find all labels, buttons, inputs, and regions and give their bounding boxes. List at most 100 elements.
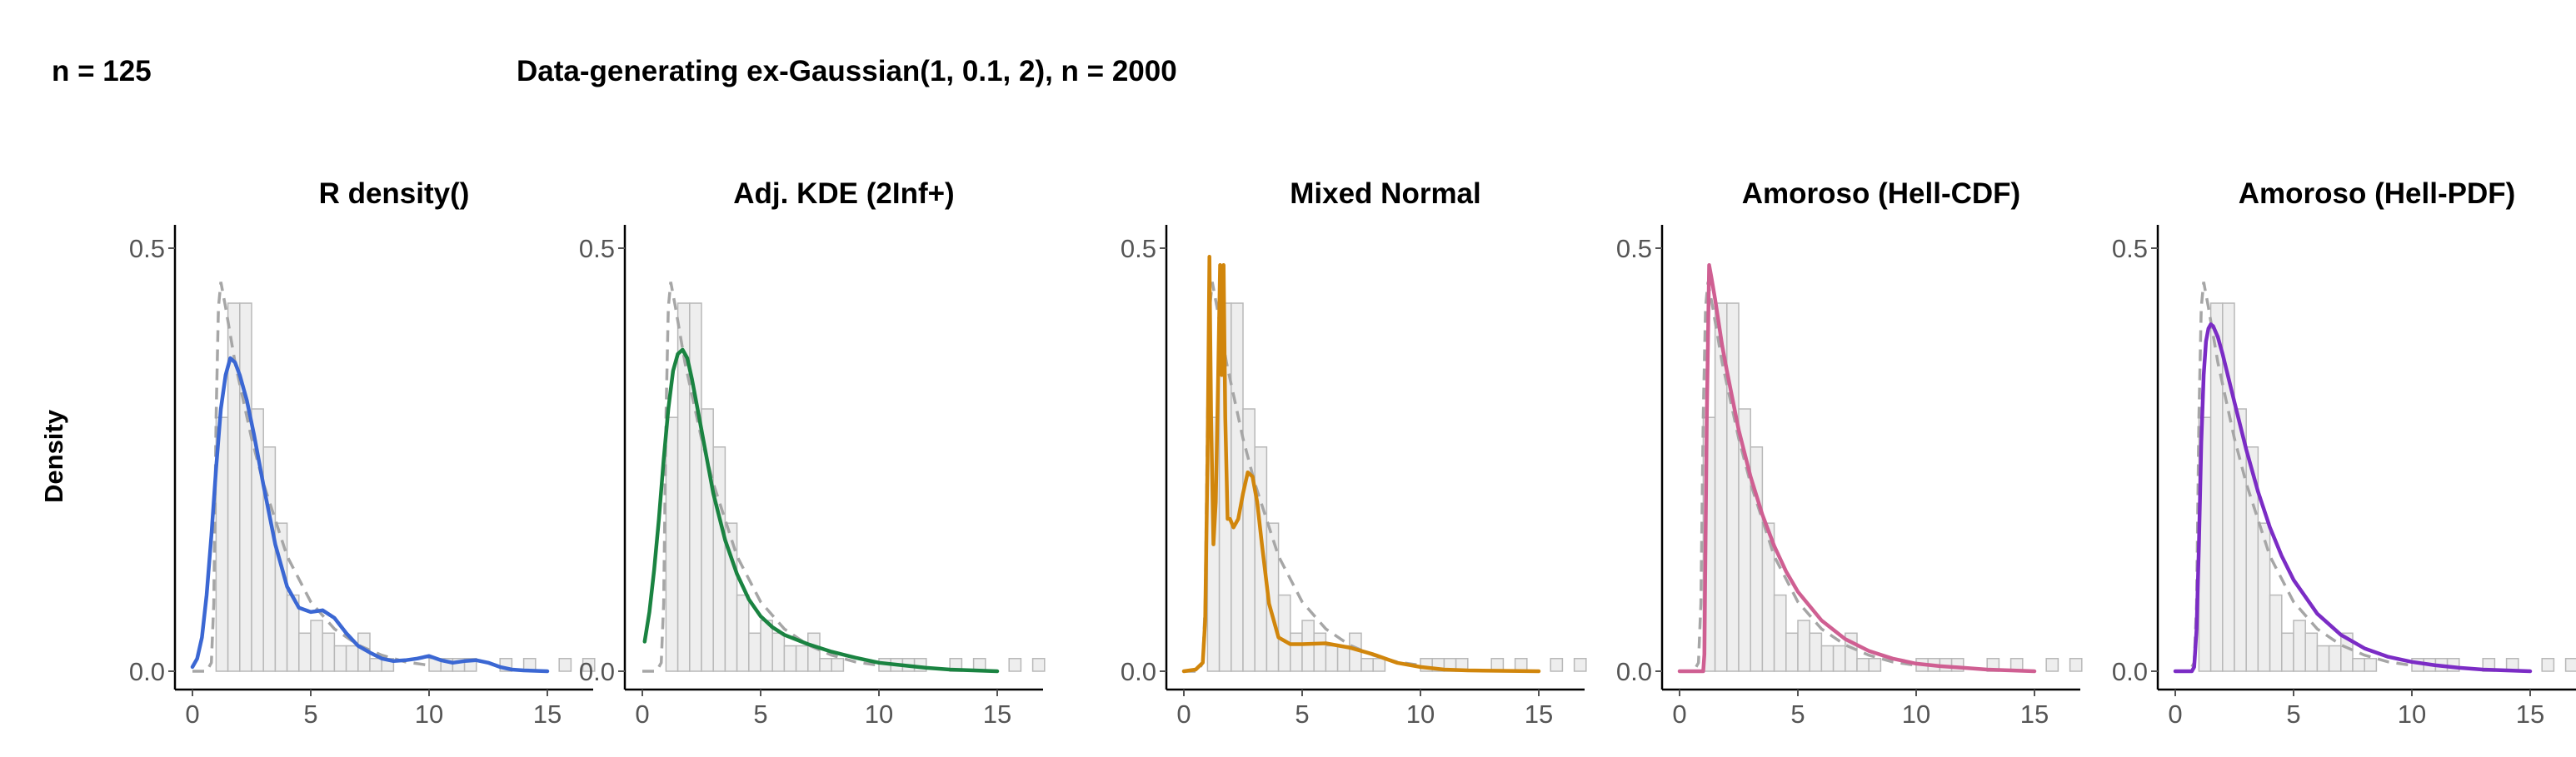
histogram-bar bbox=[2069, 658, 2083, 672]
x-tick-label: 15 bbox=[533, 700, 562, 729]
histogram-bar bbox=[807, 632, 821, 672]
true-density-line bbox=[642, 281, 880, 673]
histogram-bar bbox=[2364, 658, 2378, 672]
histogram-bar bbox=[1277, 594, 1291, 672]
x-tick-label: 0 bbox=[1176, 700, 1191, 729]
histogram-bar bbox=[310, 620, 323, 672]
histogram-bar bbox=[2541, 658, 2555, 672]
figure-title: Data-generating ex-Gaussian(1, 0.1, 2), … bbox=[517, 55, 1177, 87]
histogram-bar bbox=[1809, 632, 1823, 672]
estimated-density-line bbox=[1677, 263, 2037, 674]
histogram-bar bbox=[748, 632, 761, 672]
x-tick-label: 10 bbox=[415, 700, 443, 729]
y-tick-label: 0.0 bbox=[1121, 657, 1156, 686]
x-tick-label: 5 bbox=[1790, 700, 1805, 729]
histogram-bar bbox=[1325, 645, 1339, 672]
histogram-bar bbox=[322, 632, 336, 672]
histogram-bar bbox=[345, 645, 359, 672]
histogram-bar bbox=[665, 416, 679, 672]
x-tick-label: 0 bbox=[2168, 700, 2182, 729]
x-tick-label: 0 bbox=[635, 700, 649, 729]
estimated-density-line bbox=[642, 347, 1000, 674]
sample-size-label: n = 125 bbox=[52, 55, 152, 87]
density-panel: Amoroso (Hell-PDF) 0.0 0.5 0 5 10 15 bbox=[2112, 177, 2576, 729]
panel-title: R density() bbox=[319, 177, 470, 210]
histogram-bar bbox=[2304, 632, 2319, 672]
histogram-bar bbox=[2564, 658, 2576, 672]
histogram-bar bbox=[1785, 632, 1799, 672]
histogram-bar bbox=[262, 446, 277, 672]
x-tick-label: 15 bbox=[983, 700, 1011, 729]
y-tick-label: 0.5 bbox=[1121, 234, 1156, 263]
histogram-bar bbox=[2281, 632, 2294, 672]
density-panel: R density() 0.0 0.5 0 5 10 15 bbox=[129, 177, 596, 729]
histogram-bar bbox=[1573, 658, 1587, 672]
histogram-bar bbox=[239, 302, 252, 672]
panel-title: Amoroso (Hell-CDF) bbox=[1742, 177, 2020, 210]
x-tick-label: 0 bbox=[185, 700, 199, 729]
histogram-bar bbox=[1797, 620, 1810, 672]
histogram-bar bbox=[1031, 658, 1046, 672]
histogram-bar bbox=[2293, 620, 2306, 672]
y-tick-label: 0.5 bbox=[129, 234, 165, 263]
y-tick-label: 0.5 bbox=[2112, 234, 2148, 263]
x-tick-label: 10 bbox=[2398, 700, 2426, 729]
histogram-bar bbox=[1290, 632, 1303, 672]
x-tick-label: 15 bbox=[2020, 700, 2049, 729]
histogram-bar bbox=[795, 645, 809, 672]
histogram-bar bbox=[771, 632, 786, 672]
histogram-bar bbox=[558, 658, 572, 672]
histogram-bar bbox=[2316, 645, 2330, 672]
histogram-bar bbox=[712, 446, 726, 672]
histogram-bar bbox=[298, 632, 312, 672]
histogram-bar bbox=[831, 658, 845, 672]
density-panel: Mixed Normal 0.0 0.5 0 5 10 15 bbox=[1121, 177, 1587, 729]
x-tick-label: 5 bbox=[1295, 700, 1309, 729]
x-tick-label: 10 bbox=[865, 700, 893, 729]
y-tick-label: 0.0 bbox=[579, 657, 615, 686]
histogram-bar bbox=[1773, 594, 1787, 672]
histogram-bar bbox=[2340, 632, 2354, 672]
histogram-bar bbox=[1313, 632, 1327, 672]
histogram-bar bbox=[369, 658, 382, 672]
x-tick-label: 15 bbox=[1525, 700, 1553, 729]
histogram-bar bbox=[1360, 658, 1374, 672]
y-tick-label: 0.0 bbox=[129, 657, 165, 686]
histogram-bar bbox=[1856, 658, 1870, 672]
histogram-bar bbox=[2328, 645, 2342, 672]
density-panel: Amoroso (Hell-CDF) 0.0 0.5 0 5 10 15 bbox=[1616, 177, 2083, 729]
histogram-bar bbox=[2269, 594, 2283, 672]
histogram-bar bbox=[1008, 658, 1022, 672]
x-tick-label: 5 bbox=[303, 700, 317, 729]
x-tick-label: 10 bbox=[1902, 700, 1930, 729]
y-tick-label: 0.0 bbox=[1616, 657, 1652, 686]
y-tick-label: 0.0 bbox=[2112, 657, 2148, 686]
y-tick-label: 0.5 bbox=[1616, 234, 1652, 263]
histogram-bar bbox=[1820, 645, 1835, 672]
x-tick-label: 15 bbox=[2516, 700, 2544, 729]
estimated-density-line bbox=[190, 356, 550, 674]
histogram-bar bbox=[819, 658, 832, 672]
true-density-line bbox=[1680, 281, 1917, 673]
histogram-bar bbox=[2045, 658, 2059, 672]
panel-title: Amoroso (Hell-PDF) bbox=[2239, 177, 2516, 210]
histogram-bar bbox=[1336, 645, 1350, 672]
y-tick-label: 0.5 bbox=[579, 234, 615, 263]
histogram-bar bbox=[1868, 658, 1882, 672]
estimated-density-line bbox=[1181, 254, 1541, 674]
histogram-bar bbox=[2257, 522, 2271, 672]
histogram-bar bbox=[1550, 658, 1564, 672]
panel-title: Adj. KDE (2Inf+) bbox=[733, 177, 954, 210]
x-tick-label: 5 bbox=[753, 700, 767, 729]
x-tick-label: 5 bbox=[2286, 700, 2300, 729]
histogram-bar bbox=[783, 645, 797, 672]
panel-title: Mixed Normal bbox=[1290, 177, 1481, 210]
histogram-bar bbox=[689, 302, 702, 672]
x-tick-label: 10 bbox=[1406, 700, 1435, 729]
x-tick-label: 0 bbox=[1672, 700, 1686, 729]
histogram-bar bbox=[1231, 302, 1244, 672]
estimated-density-line bbox=[2173, 322, 2533, 674]
histogram-bar bbox=[1242, 408, 1256, 672]
histogram-bar bbox=[736, 594, 750, 672]
